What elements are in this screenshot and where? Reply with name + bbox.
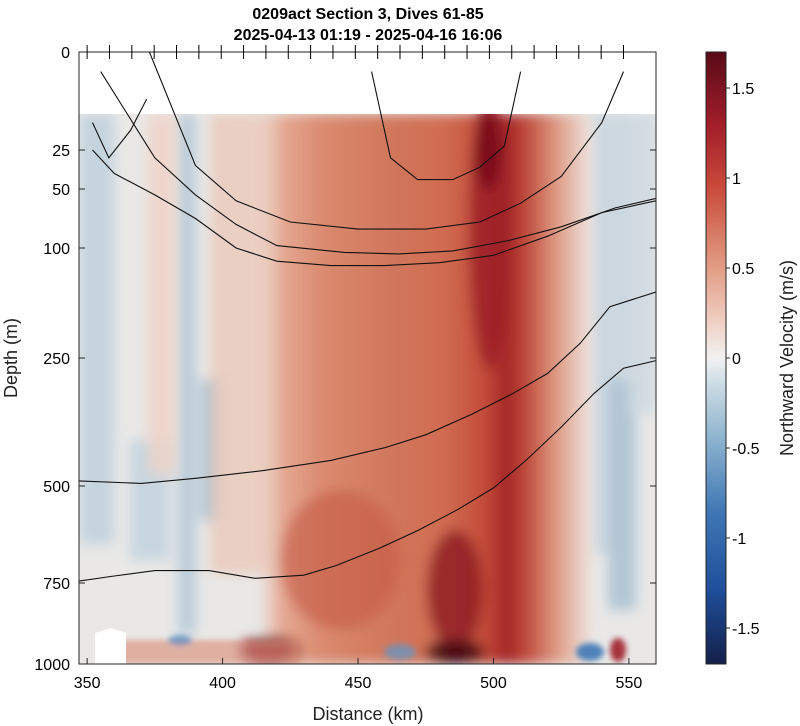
colorbar: -1.5 -1 -0.5 0 0.5 1 1.5 Northward Velocity (m…	[705, 51, 797, 665]
y-tick-label: 500	[43, 479, 70, 496]
heatmap-area	[79, 52, 656, 664]
y-tick-label: 0	[61, 45, 70, 62]
y-tick-label: 25	[52, 143, 70, 160]
y-tick-label: 100	[43, 241, 70, 258]
y-axis: 0 25 50 100 250 500 750 1000	[34, 45, 656, 674]
contour-line-6	[79, 291, 656, 484]
chart-title: 0209act Section 3, Dives 61-85	[252, 6, 483, 23]
colorbar-tick-label: -0.5	[732, 441, 760, 458]
x-tick-label: 500	[480, 675, 507, 692]
colorbar-tick-label: 0.5	[732, 261, 754, 278]
colorbar-tick-label: -1	[732, 531, 746, 548]
colorbar-ticks: -1.5 -1 -0.5 0 0.5 1 1.5	[726, 81, 760, 638]
x-axis-label: Distance (km)	[312, 704, 423, 724]
x-tick-label: 400	[209, 675, 236, 692]
colorbar-tick-label: 1	[732, 171, 741, 188]
y-tick-label: 1000	[34, 657, 70, 674]
bottom-band	[120, 635, 626, 664]
contour-line-2	[92, 149, 656, 267]
colorbar-fill	[706, 52, 726, 664]
x-axis: 350 400 450 500 550	[74, 658, 643, 692]
colorbar-tick-label: -1.5	[732, 621, 760, 638]
colorbar-tick-label: 0	[732, 351, 741, 368]
y-axis-label: Depth (m)	[1, 318, 21, 398]
x-tick-label: 550	[616, 675, 643, 692]
chart-subtitle: 2025-04-13 01:19 - 2025-04-16 16:06	[234, 27, 503, 44]
colorbar-label: Northward Velocity (m/s)	[777, 260, 797, 456]
colorbar-tick-label: 1.5	[732, 81, 754, 98]
contour-line-4	[148, 52, 625, 230]
contour-lines	[79, 52, 656, 582]
dive-tick-marks	[86, 45, 624, 59]
y-tick-label: 50	[52, 182, 70, 199]
contour-line-1	[92, 98, 148, 159]
contour-line-3	[100, 71, 656, 255]
contour-line-5	[371, 71, 522, 181]
x-tick-label: 450	[345, 675, 372, 692]
x-tick-label: 350	[74, 675, 101, 692]
bottom-no-data	[95, 628, 126, 664]
surface-no-data	[79, 52, 656, 114]
contour-line-7	[79, 360, 656, 582]
northward-jet	[148, 90, 592, 664]
y-tick-label: 750	[43, 576, 70, 593]
y-tick-label: 250	[43, 351, 70, 368]
